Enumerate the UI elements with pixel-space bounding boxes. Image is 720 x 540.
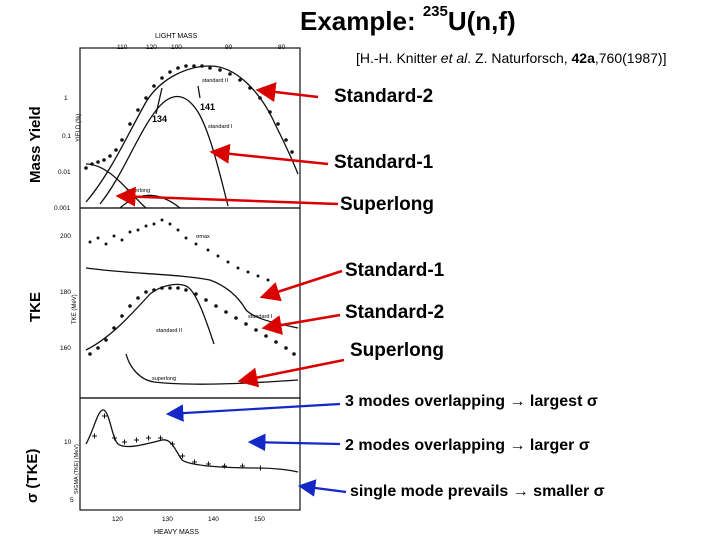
label-yield-standard2: Standard-2 <box>334 86 434 107</box>
yield-peak-arrow-141 <box>197 85 201 99</box>
top-tick-3: 100 <box>171 44 182 51</box>
tke-tick-200: 200 <box>60 233 71 240</box>
bottom-tick-150: 150 <box>254 516 265 523</box>
label-sigma-single: single mode prevails → smaller σ <box>350 483 605 500</box>
yield-peak-arrow-134 <box>155 87 163 115</box>
yield-tick-001: 0.01 <box>58 169 71 176</box>
sigma-curve <box>85 409 299 473</box>
tke-label-sigma-max: σmax <box>196 234 210 240</box>
yield-tick-01: 0.1 <box>62 133 71 140</box>
top-tick-5: 80 <box>278 44 286 51</box>
label-tke-superlong: Superlong <box>350 340 444 361</box>
slide-title: Example: 235U(n,f) <box>300 3 516 37</box>
peak-label-134: 134 <box>152 114 167 124</box>
tke-label-standard2: standard II <box>156 328 182 334</box>
top-tick-2: 120 <box>146 44 157 51</box>
yield-standard2-curve <box>85 65 299 203</box>
label-tke-standard2: Standard-2 <box>345 302 445 323</box>
tke-tick-160: 160 <box>60 345 71 352</box>
label-yield-superlong: Superlong <box>340 194 434 215</box>
label-tke-standard1: Standard-1 <box>345 260 445 281</box>
sigma-axis-title: SIGMA (TKE) (MeV) <box>74 444 80 494</box>
label-sigma-2modes: 2 modes overlapping → larger σ <box>345 437 590 454</box>
tke-tick-180: 180 <box>60 289 71 296</box>
yield-axis-title: YIELD (%) <box>76 114 82 142</box>
tke-label-superlong: superlong <box>152 376 176 382</box>
yield-tick-0001: 0.001 <box>54 205 71 212</box>
fission-figure: LIGHT MASS 110 120 100 90 80 1 0.1 0.01 … <box>54 33 301 536</box>
yield-label-standard2: standard II <box>202 78 228 84</box>
yield-tick-1: 1 <box>64 95 68 102</box>
reference-volume: 42a <box>571 50 595 66</box>
reference-pages: ,760(1987)] <box>594 50 667 66</box>
reference-etal: et al <box>440 50 468 66</box>
title-superscript: 235 <box>422 3 448 21</box>
arrow-tke-superlong <box>237 358 345 388</box>
top-tick-4: 90 <box>225 44 233 51</box>
arrow-sigma-3modes <box>165 402 341 422</box>
reference-authors: [H.-H. Knitter <box>356 50 441 66</box>
sigma-tick-10: 10 <box>64 439 72 446</box>
arrow-yield-standard2 <box>255 82 319 102</box>
tke-data-points <box>88 286 296 356</box>
yield-label-superlong: superlong <box>126 188 150 194</box>
arrow-yield-superlong <box>115 186 339 207</box>
yield-label-standard1: standard I <box>208 124 233 130</box>
bottom-tick-120: 120 <box>112 516 123 523</box>
reference-journal: . Z. Naturforsch, <box>467 50 572 66</box>
arrow-yield-standard1 <box>209 143 329 166</box>
top-tick-1: 110 <box>117 44 128 51</box>
peak-label-141: 141 <box>200 102 215 112</box>
tke-standard2-curve <box>85 283 215 351</box>
top-axis-title: LIGHT MASS <box>155 33 198 40</box>
bottom-axis-title: HEAVY MASS <box>154 529 199 536</box>
label-sigma-3modes: 3 modes overlapping → largest σ <box>345 393 598 410</box>
arrow-tke-standard2 <box>261 313 341 335</box>
tke-axis-title: TKE (MeV) <box>72 294 78 324</box>
arrow-sigma-2modes <box>247 433 341 452</box>
bottom-tick-140: 140 <box>208 516 219 523</box>
sigma-panel-frame <box>79 397 301 511</box>
reference: [H.-H. Knitter et al. Z. Naturforsch, 42… <box>356 50 666 66</box>
arrow-sigma-single <box>297 479 347 497</box>
arrow-tke-standard1 <box>259 269 343 302</box>
sigma-tick-5: 5 <box>70 497 74 504</box>
tke-label-standard1: standard I <box>248 314 273 320</box>
tke-sigma-max-dots <box>88 218 270 282</box>
sigma-data-points <box>92 413 263 471</box>
yield-data-points <box>84 64 294 170</box>
label-yield-standard1: Standard-1 <box>334 152 434 173</box>
title-main: Example: <box>300 6 423 36</box>
bottom-tick-130: 130 <box>162 516 173 523</box>
title-tail: U(n,f) <box>447 6 516 36</box>
